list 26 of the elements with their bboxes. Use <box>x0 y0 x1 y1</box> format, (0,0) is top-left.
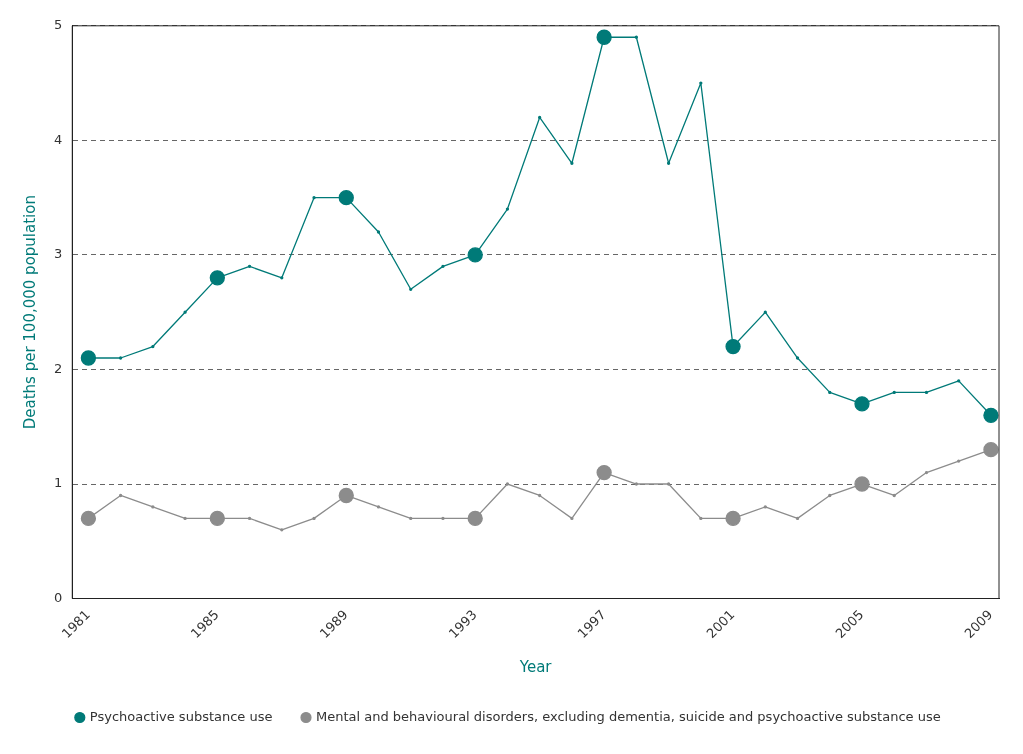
y-axis-title: Deaths per 100,000 population <box>20 195 39 430</box>
point <box>338 189 354 206</box>
legend-label: Psychoactive substance use <box>89 708 273 724</box>
y-tick-label: 4 <box>53 131 63 147</box>
y-tick-label: 3 <box>53 246 63 262</box>
point <box>80 350 97 366</box>
point <box>854 396 870 412</box>
legend-label: Mental and behavioural disorders, excluding dementia, suicide and psychoactive substance use <box>316 708 941 724</box>
point <box>209 270 225 286</box>
point <box>725 338 741 355</box>
y-tick-label: 1 <box>53 475 63 491</box>
point <box>725 510 741 527</box>
point <box>854 476 870 492</box>
y-tick-label: 5 <box>53 17 63 33</box>
y-tick-label: 2 <box>53 360 63 376</box>
point <box>596 29 612 45</box>
point <box>596 464 612 481</box>
x-axis-title: Year <box>518 657 553 676</box>
point <box>209 510 225 527</box>
point <box>983 442 999 458</box>
y-tick-label: 0 <box>53 589 63 605</box>
point <box>467 247 483 263</box>
point <box>467 510 483 527</box>
point <box>80 510 97 527</box>
point <box>983 407 999 423</box>
point <box>338 487 354 504</box>
